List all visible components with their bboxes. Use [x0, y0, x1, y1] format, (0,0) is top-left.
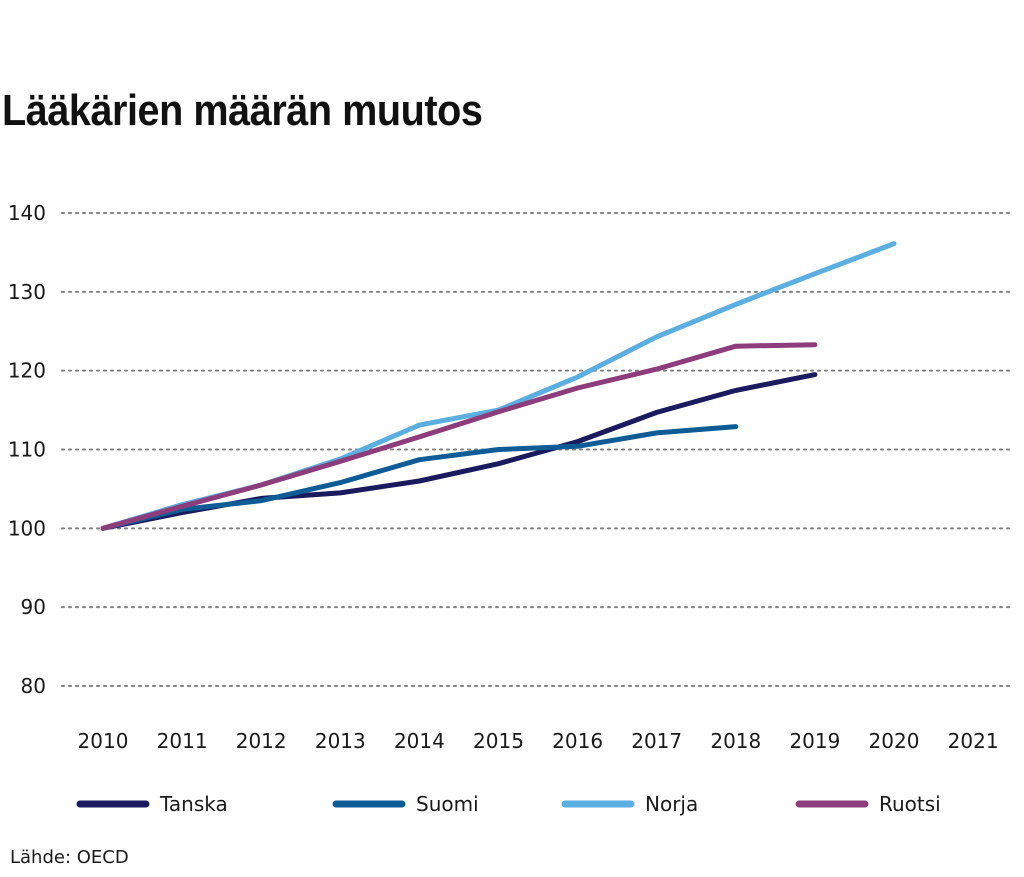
x-tick-label: 2021	[948, 729, 999, 753]
legend-label-norja: Norja	[645, 792, 698, 816]
x-tick-label: 2016	[552, 729, 603, 753]
x-tick-label: 2020	[869, 729, 920, 753]
series-line-norja	[100, 241, 897, 531]
y-tick-label: 120	[8, 359, 46, 383]
series-lines	[100, 241, 897, 531]
legend-label-ruotsi: Ruotsi	[879, 792, 941, 816]
source-note: Lähde: OECD	[10, 847, 129, 868]
x-tick-label: 2018	[710, 729, 761, 753]
series-line-suomi	[100, 424, 739, 531]
x-tick-label: 2013	[315, 729, 366, 753]
x-tick-label: 2011	[157, 729, 208, 753]
x-tick-label: 2019	[789, 729, 840, 753]
series-line-ruotsi	[100, 342, 818, 531]
legend: Tanska Suomi Norja Ruotsi	[76, 792, 941, 816]
y-tick-label: 100	[8, 516, 46, 540]
legend-label-tanska: Tanska	[159, 792, 228, 816]
x-tick-label: 2012	[236, 729, 287, 753]
x-axis-ticks: 2010 2011 2012 2013 2014 2015 2016 2017 2018 2019…	[78, 729, 999, 753]
x-tick-label: 2017	[631, 729, 682, 753]
y-tick-label: 90	[21, 595, 46, 619]
x-tick-label: 2010	[78, 729, 129, 753]
y-tick-label: 110	[8, 438, 46, 462]
x-tick-label: 2015	[473, 729, 524, 753]
y-tick-label: 80	[21, 674, 46, 698]
chart-title: Lääkärien määrän muutos	[2, 86, 483, 135]
legend-label-suomi: Suomi	[416, 792, 479, 816]
y-axis-ticks: 80 90 100 110 120 130 140	[8, 201, 46, 698]
x-tick-label: 2014	[394, 729, 445, 753]
y-tick-label: 140	[8, 201, 46, 225]
y-tick-label: 130	[8, 280, 46, 304]
